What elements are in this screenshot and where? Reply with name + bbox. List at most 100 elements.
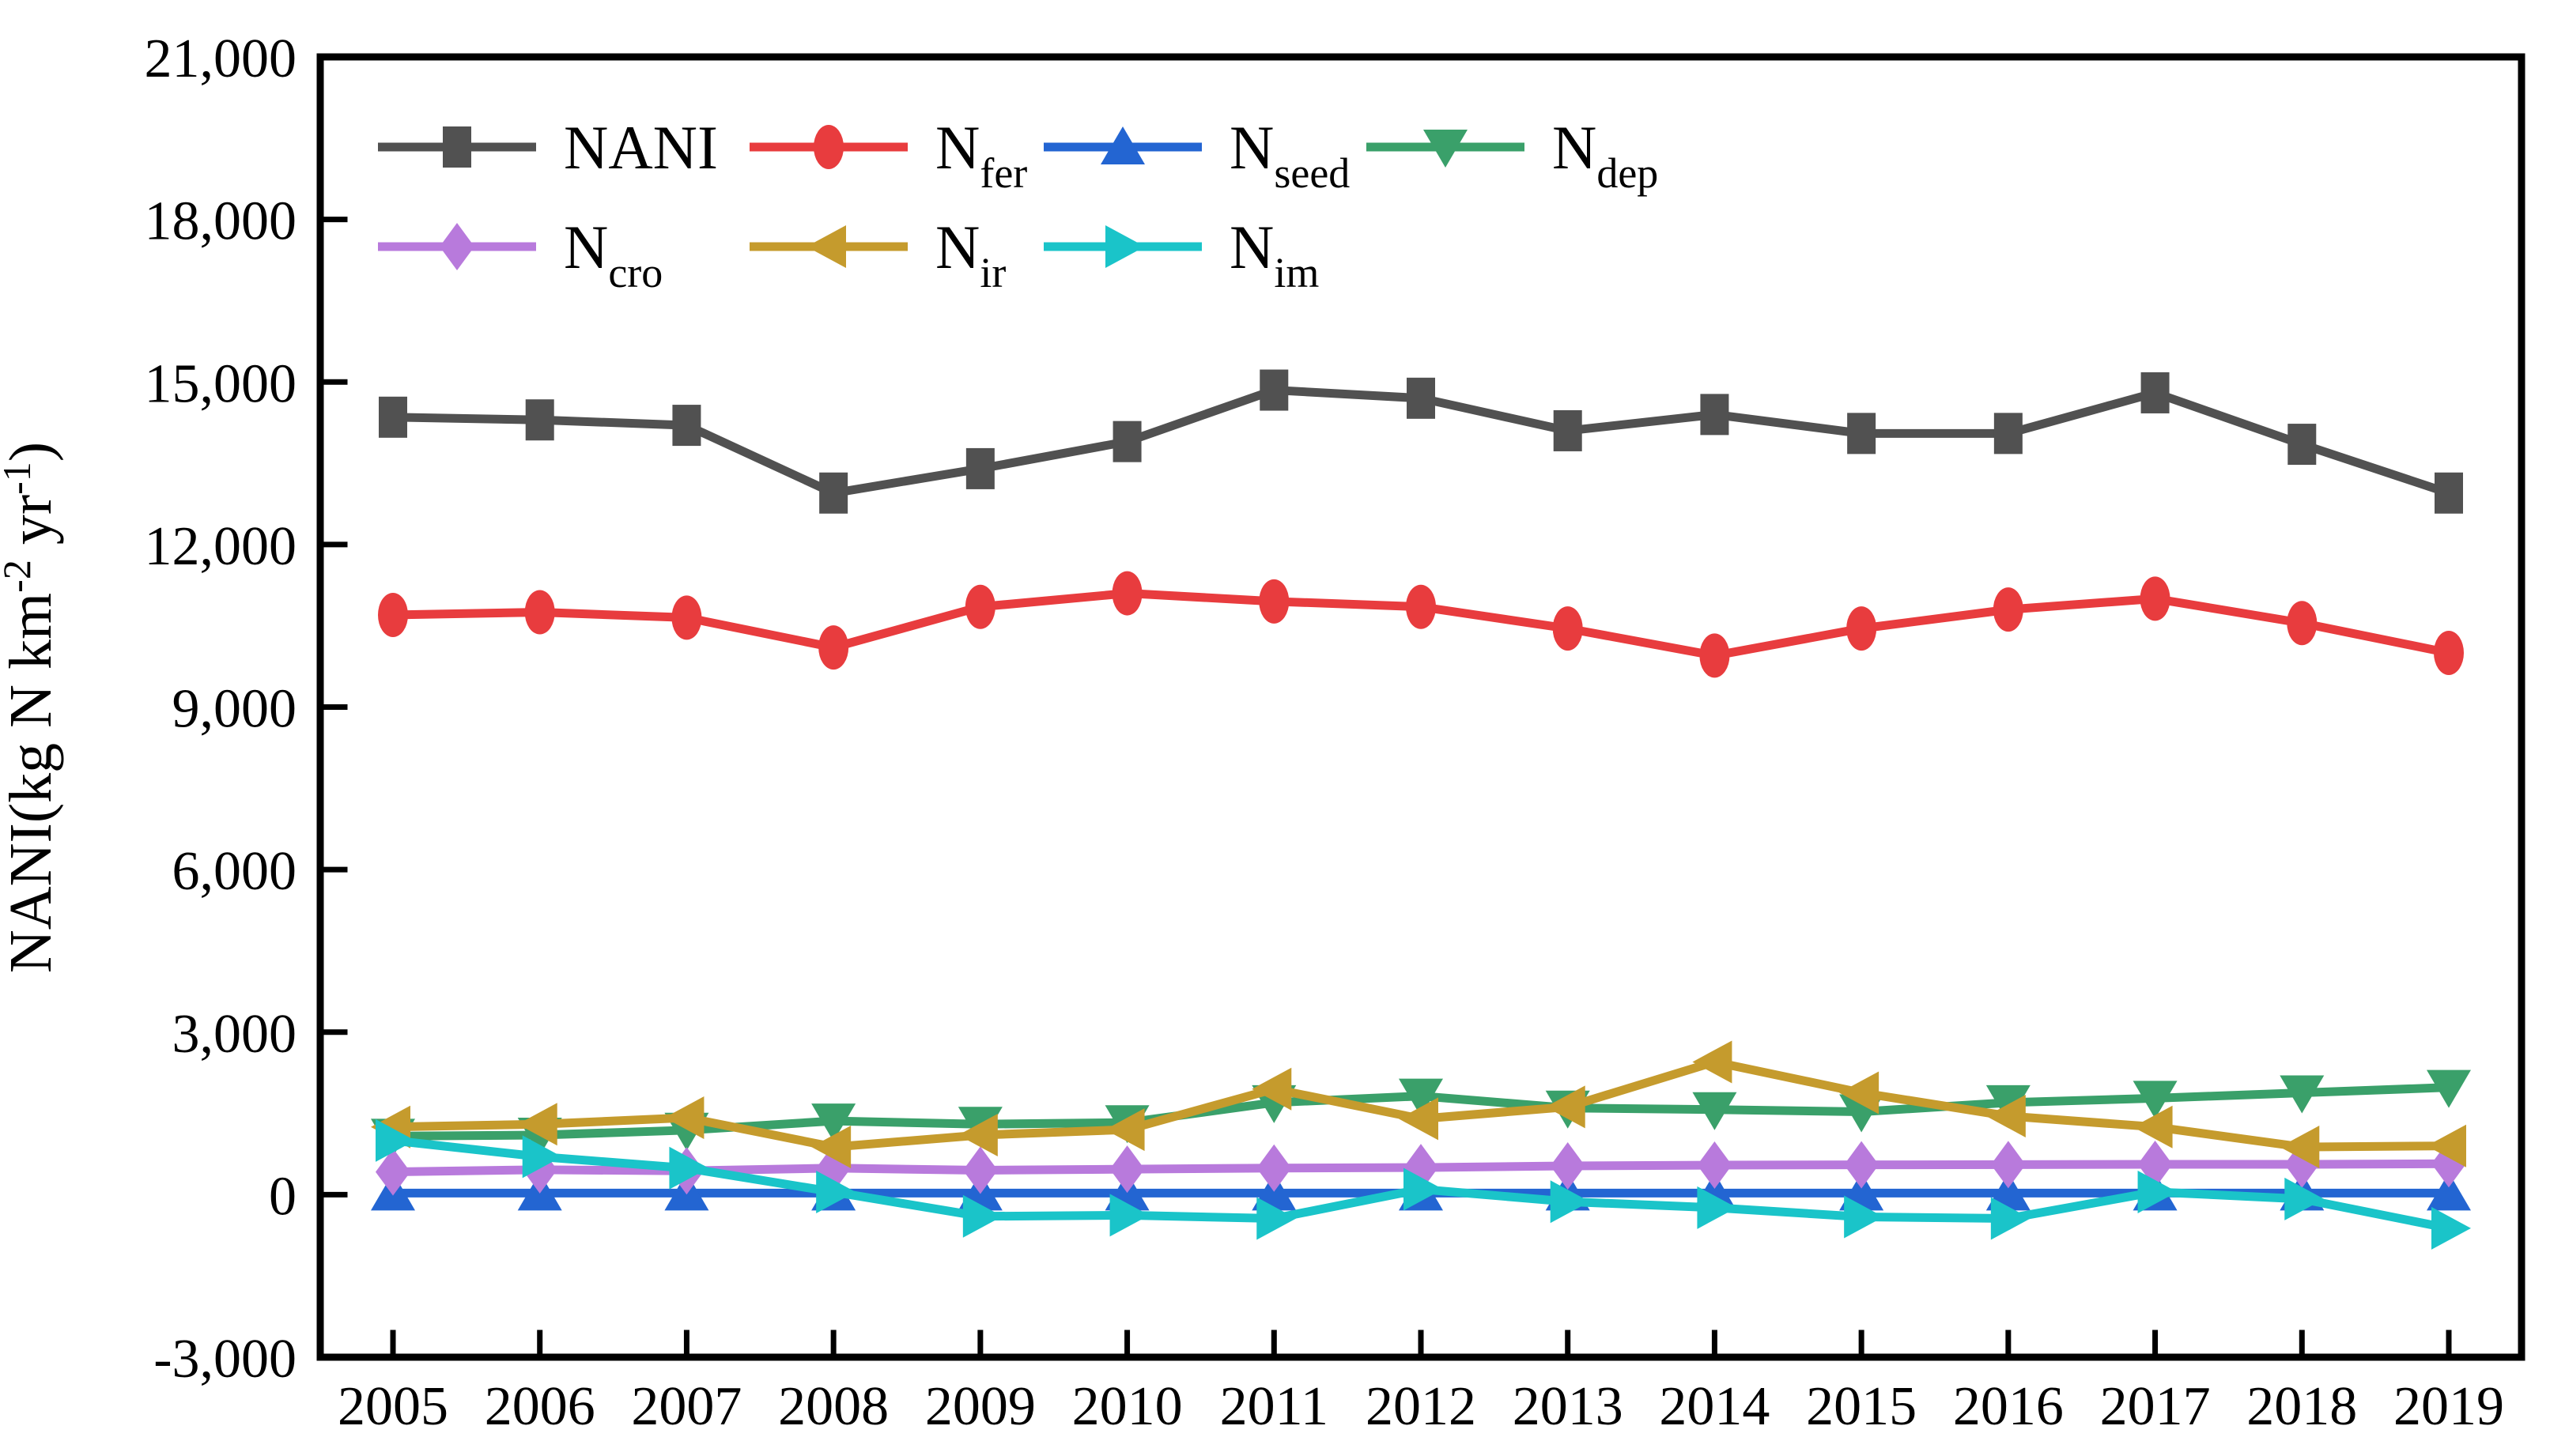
x-tick-label: 2008: [778, 1376, 889, 1437]
x-tick-label: 2011: [1220, 1376, 1328, 1437]
x-tick-label: 2009: [925, 1376, 1036, 1437]
legend: NANI Nfer Nseed Ndep Ncro Nir Nim: [378, 113, 1658, 296]
series-Ndep-marker: [2280, 1075, 2325, 1114]
series-Nfer-marker: [1699, 633, 1730, 678]
legend-triangle-right-icon: [1105, 225, 1145, 268]
series-Nir-marker: [1985, 1094, 2026, 1137]
series-Nim-marker: [816, 1170, 856, 1213]
legend-item-Ncro: Ncro: [378, 213, 663, 296]
series-NANI-marker: [1260, 369, 1289, 411]
series-Nfer-marker: [1552, 606, 1583, 651]
series-NANI-marker: [525, 399, 554, 441]
series-Ncro-marker: [1697, 1141, 1732, 1190]
legend-label: Nseed: [1230, 113, 1350, 197]
series-Nir: [371, 1040, 2466, 1169]
series-Nim-marker: [669, 1146, 709, 1190]
series-Nir-marker: [1692, 1040, 1732, 1084]
legend-label: Ncro: [564, 213, 663, 296]
series-Nfer-marker: [1406, 584, 1436, 629]
series-Nseed-marker: [2427, 1172, 2471, 1211]
y-tick-label: -3,000: [153, 1329, 297, 1390]
series-Nfer-marker: [524, 590, 555, 635]
series-Nir-marker: [811, 1126, 852, 1169]
series-Ncro-marker: [962, 1146, 998, 1194]
legend-label: Nfer: [935, 113, 1027, 197]
series-Ndep-marker: [1985, 1084, 2031, 1123]
series-NANI-marker: [1847, 413, 1876, 455]
series-Nfer: [378, 571, 2464, 678]
series-Nir-marker: [517, 1103, 557, 1146]
x-tick-label: 2012: [1366, 1376, 1476, 1437]
y-tick-label: 15,000: [145, 353, 297, 414]
series-Nfer-marker: [2140, 576, 2170, 621]
x-tick-label: 2006: [485, 1376, 595, 1437]
legend-item-Nseed: Nseed: [1044, 113, 1350, 197]
series-Nfer-marker: [1846, 606, 1877, 651]
y-tick-label: 21,000: [145, 28, 297, 89]
y-tick-label: 0: [269, 1166, 297, 1227]
legend-label: Ndep: [1552, 113, 1658, 197]
series-Ndep-marker: [1399, 1078, 1443, 1117]
legend-label: Nim: [1230, 213, 1319, 296]
x-tick-label: 2019: [2393, 1376, 2504, 1437]
x-tick-label: 2010: [1072, 1376, 1183, 1437]
series-Nir-marker: [1252, 1067, 1292, 1111]
y-tick-label: 9,000: [172, 679, 297, 740]
series-Ncro-marker: [376, 1148, 410, 1196]
series-NANI-marker: [2140, 372, 2170, 413]
series-Nfer-marker: [2434, 630, 2464, 675]
series-Nir-marker: [2133, 1105, 2173, 1149]
series-Ncro-marker: [1550, 1142, 1585, 1190]
x-tick-label: 2018: [2246, 1376, 2357, 1437]
series-Nim: [376, 1118, 2471, 1250]
x-tick-label: 2007: [631, 1376, 742, 1437]
series-NANI-marker: [1113, 421, 1142, 462]
series-Nim-marker: [2431, 1206, 2471, 1250]
series-Nim-marker: [2137, 1170, 2178, 1213]
legend-triangle-up-icon: [1101, 126, 1145, 164]
series-Nfer-marker: [1993, 587, 2023, 632]
legend-label: NANI: [564, 113, 718, 182]
series-NANI-marker: [2435, 472, 2463, 514]
legend-square-icon: [443, 126, 471, 168]
series-Nim-marker: [1697, 1186, 1737, 1229]
series-NANI-marker: [2287, 424, 2317, 466]
x-tick-label: 2016: [1953, 1376, 2064, 1437]
series-NANI-marker: [672, 405, 701, 447]
series-Nir-marker: [2280, 1126, 2320, 1169]
x-tick-label: 2013: [1513, 1376, 1623, 1437]
series-Nim-marker: [376, 1118, 415, 1162]
y-axis-title: NANI(kg N km-2 yr-1): [0, 442, 64, 973]
series-NANI-marker: [819, 472, 848, 514]
series-Nir-marker: [664, 1096, 705, 1140]
series-Nim-marker: [1403, 1167, 1443, 1211]
legend-label: Nir: [935, 213, 1006, 296]
series-NANI-marker: [1700, 394, 1729, 436]
x-tick-label: 2005: [338, 1376, 448, 1437]
x-tick-label: 2014: [1659, 1376, 1770, 1437]
series-Nir-marker: [2427, 1124, 2466, 1167]
series-Nfer-marker: [378, 592, 408, 637]
series-Nfer-marker: [1112, 571, 1143, 616]
x-axis: 2005 2006 2007 2008 2009 2010 2011 2012 2013 2014…: [338, 1330, 2504, 1437]
series-Nfer-marker: [1259, 579, 1290, 624]
series-Ncro-marker: [1844, 1141, 1879, 1189]
series-Nim-marker: [1109, 1194, 1150, 1237]
series-Nim-marker: [1550, 1180, 1590, 1224]
series-Nir-marker: [1399, 1097, 1438, 1141]
y-axis: 21,000 18,000 15,000 12,000 9,000 6,000 3,000 0…: [145, 28, 348, 1390]
series-Nfer-marker: [818, 625, 849, 670]
y-tick-label: 12,000: [145, 516, 297, 577]
series-NANI-marker: [379, 396, 407, 438]
legend-diamond-icon: [440, 223, 474, 270]
series-Ndep-marker: [1692, 1092, 1737, 1130]
series-Nfer-marker: [965, 584, 995, 629]
series-Nim-marker: [1844, 1195, 1884, 1239]
x-tick-label: 2015: [1806, 1376, 1917, 1437]
series-NANI-marker: [965, 447, 995, 489]
series-NANI-marker: [1553, 409, 1582, 451]
legend-circle-icon: [814, 125, 844, 169]
